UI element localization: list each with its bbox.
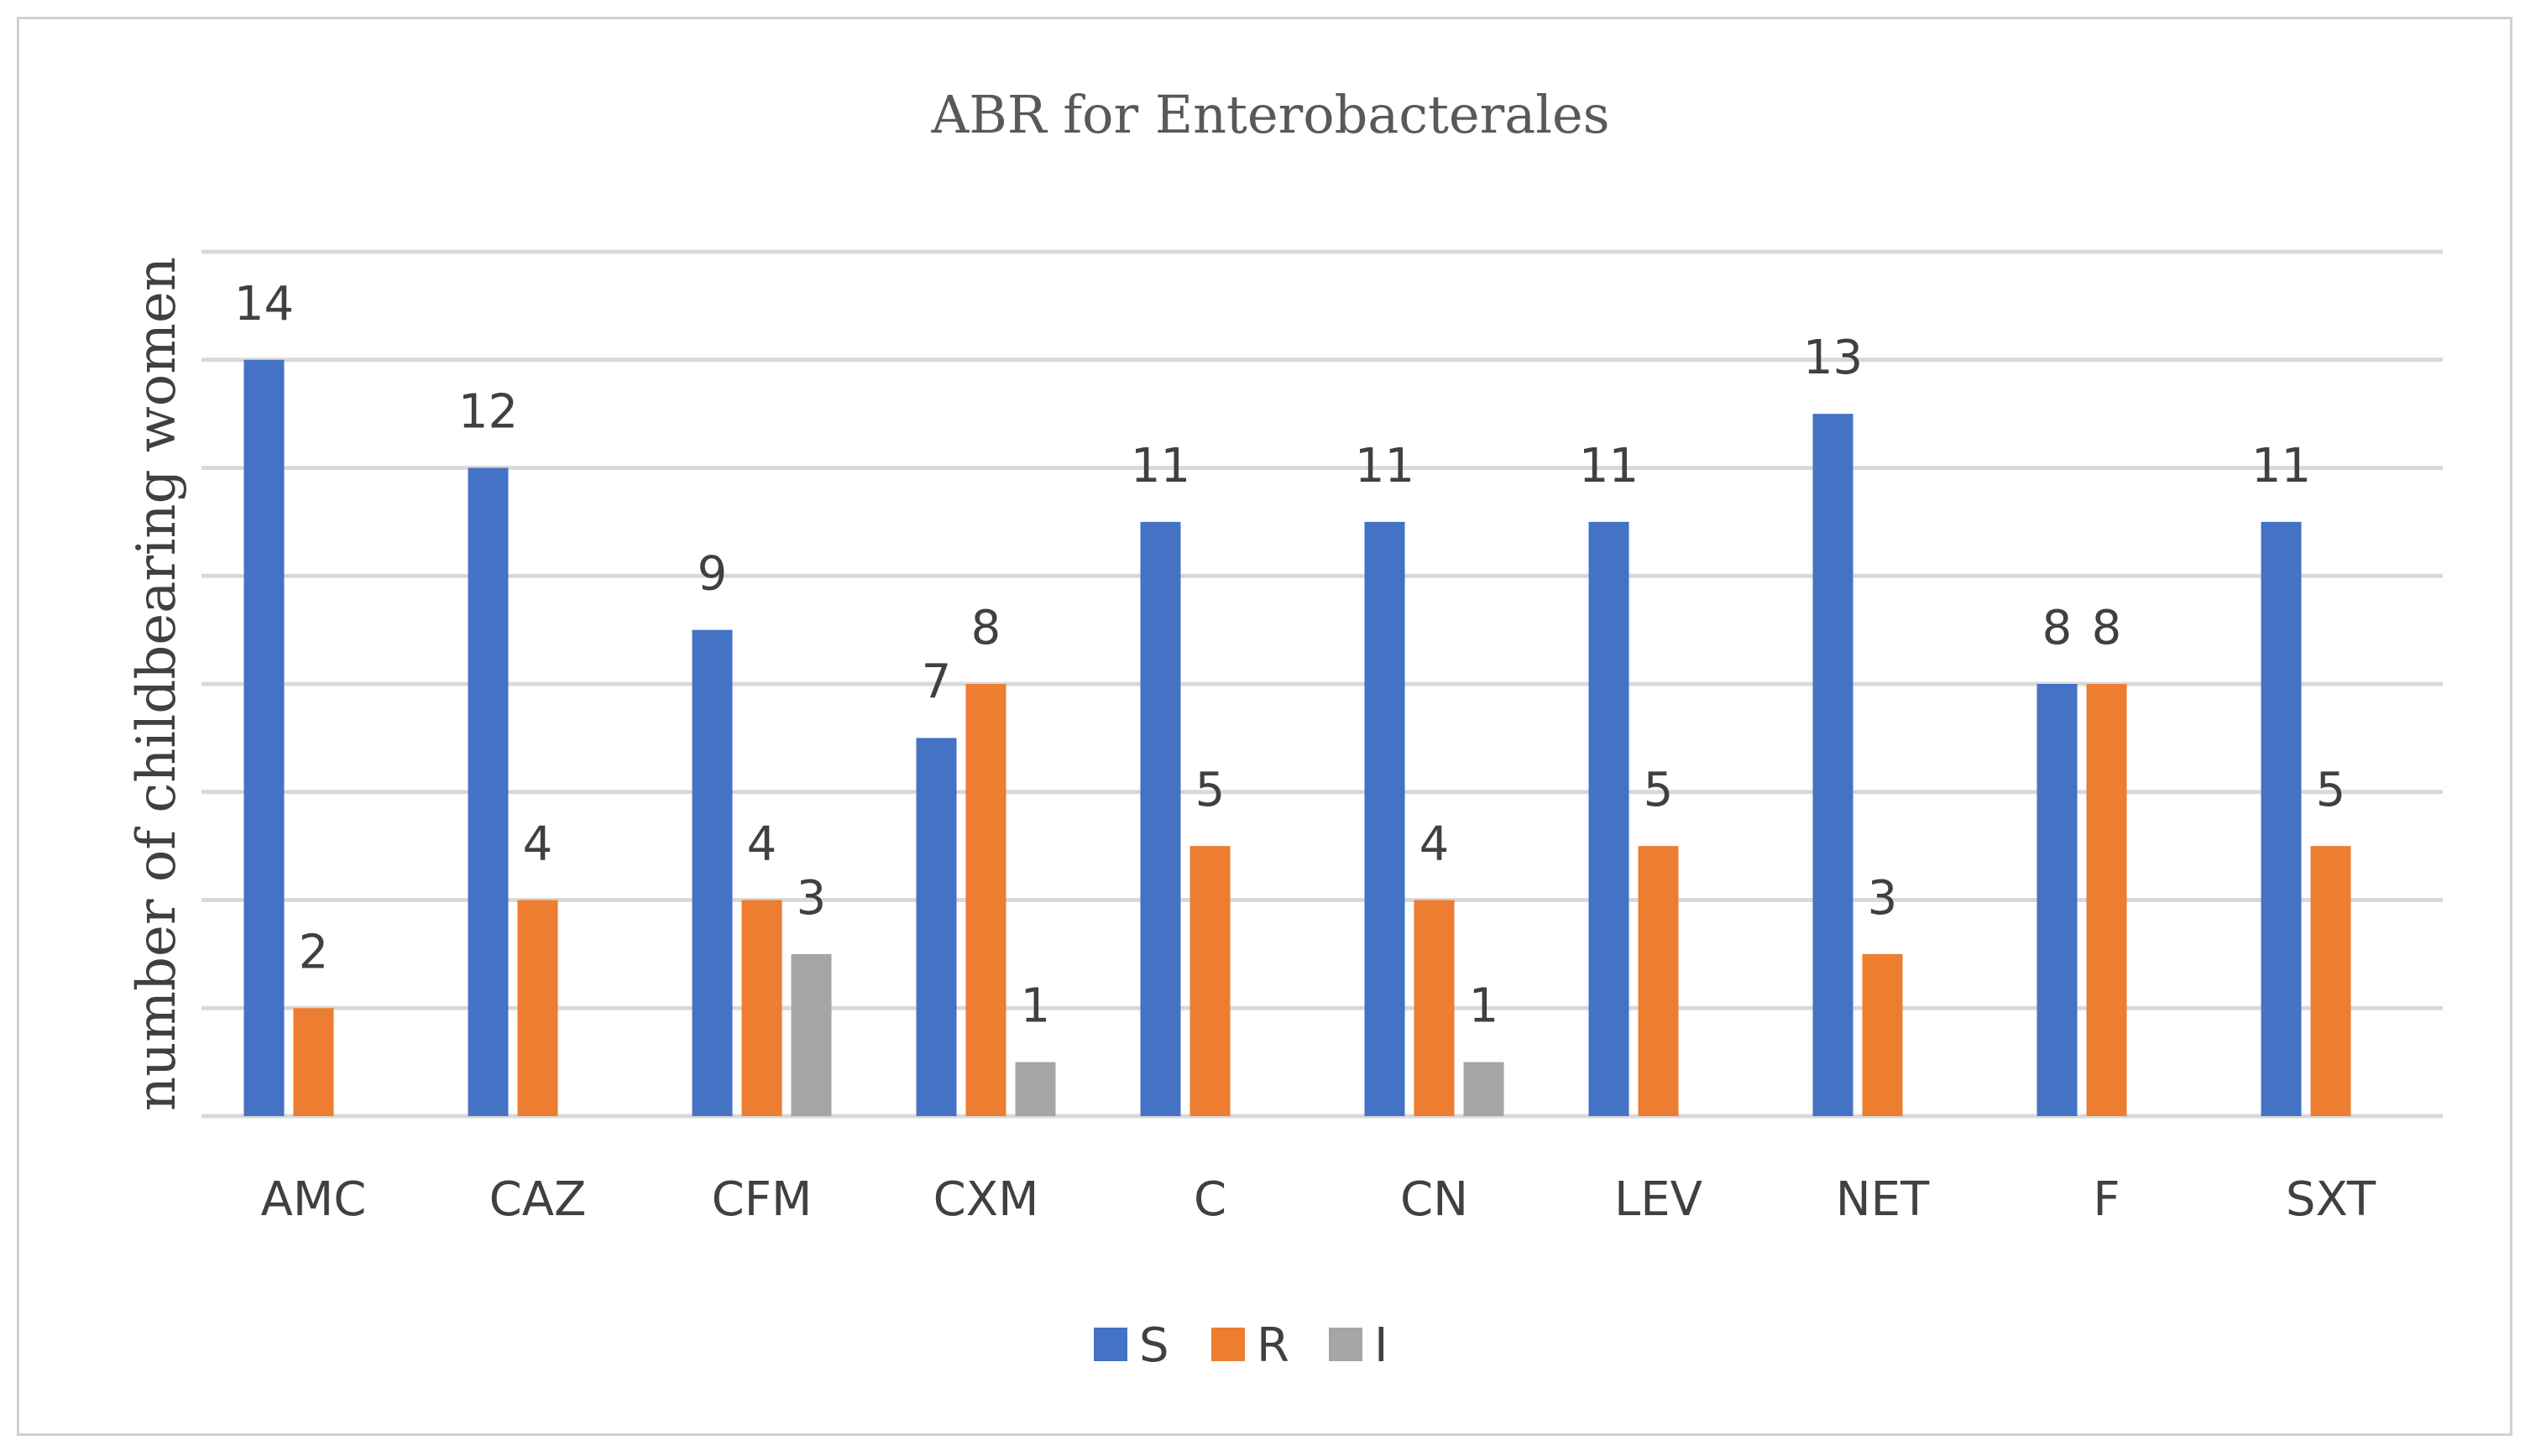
bar-I-CFM	[791, 953, 832, 1116]
data-label-I-CN: 1	[1469, 979, 1499, 1034]
data-label-R-C: 5	[1195, 763, 1226, 817]
bar-R-CFM	[741, 900, 782, 1116]
bar-S-SXT	[2261, 521, 2302, 1116]
legend-label-I: I	[1374, 1318, 1388, 1373]
x-tick-label: CFM	[712, 1172, 813, 1227]
bar-S-LEV	[1588, 521, 1629, 1116]
bar-I-CN	[1463, 1062, 1504, 1116]
data-label-S-F: 8	[2042, 601, 2073, 655]
data-label-S-AMC: 14	[234, 277, 294, 331]
bar-R-F	[2086, 684, 2127, 1116]
bar-S-NET	[1812, 414, 1853, 1116]
data-label-S-SXT: 11	[2251, 439, 2311, 493]
x-tick-label: CAZ	[489, 1172, 587, 1227]
legend-swatch-S	[1094, 1328, 1127, 1361]
bar-S-CFM	[692, 629, 733, 1116]
data-label-R-F: 8	[2092, 601, 2122, 655]
data-label-S-LEV: 11	[1579, 439, 1639, 493]
bar-S-CAZ	[468, 467, 509, 1116]
bar-R-C	[1189, 846, 1231, 1116]
data-label-S-NET: 13	[1803, 331, 1863, 385]
bar-I-CXM	[1015, 1062, 1056, 1116]
chart-title: ABR for Enterobacterales	[931, 84, 1610, 145]
data-label-R-CFM: 4	[747, 817, 777, 872]
data-label-R-SXT: 5	[2316, 763, 2346, 817]
y-axis-label: number of childbearing women	[126, 257, 188, 1111]
x-tick-label: C	[1194, 1172, 1226, 1227]
data-label-S-CXM: 7	[922, 655, 952, 709]
bar-R-CAZ	[517, 900, 558, 1116]
x-tick-label: SXT	[2286, 1172, 2376, 1227]
bar-R-NET	[1862, 953, 1903, 1116]
data-label-R-NET: 3	[1868, 871, 1898, 926]
data-label-I-CFM: 3	[797, 871, 827, 926]
bar-R-LEV	[1638, 846, 1679, 1116]
bar-S-CN	[1364, 521, 1405, 1116]
data-label-S-CAZ: 12	[458, 385, 518, 440]
data-label-R-CXM: 8	[971, 601, 1001, 655]
x-tick-label: CN	[1400, 1172, 1468, 1227]
data-label-R-CN: 4	[1420, 817, 1450, 872]
data-label-S-C: 11	[1131, 439, 1190, 493]
legend-swatch-I	[1329, 1328, 1362, 1361]
bar-R-CN	[1414, 900, 1455, 1116]
legend-label-R: R	[1257, 1318, 1289, 1373]
bar-R-AMC	[293, 1008, 334, 1116]
bar-R-CXM	[965, 684, 1006, 1116]
x-tick-label: F	[2093, 1172, 2120, 1227]
bar-S-CXM	[916, 738, 957, 1116]
data-label-R-LEV: 5	[1644, 763, 1674, 817]
data-label-S-CN: 11	[1355, 439, 1414, 493]
data-label-I-CXM: 1	[1021, 979, 1051, 1034]
x-tick-label: CXM	[933, 1172, 1039, 1227]
bar-S-F	[2036, 684, 2078, 1116]
data-label-R-AMC: 2	[299, 925, 329, 979]
data-label-R-CAZ: 4	[523, 817, 553, 872]
x-tick-label: LEV	[1614, 1172, 1702, 1227]
legend-swatch-R	[1211, 1328, 1245, 1361]
x-tick-label: AMC	[261, 1172, 367, 1227]
bar-R-SXT	[2310, 846, 2351, 1116]
bar-S-C	[1140, 521, 1181, 1116]
x-tick-label: NET	[1836, 1172, 1930, 1227]
legend-label-S: S	[1139, 1318, 1169, 1373]
data-label-S-CFM: 9	[698, 547, 728, 602]
bar-S-AMC	[243, 359, 285, 1116]
